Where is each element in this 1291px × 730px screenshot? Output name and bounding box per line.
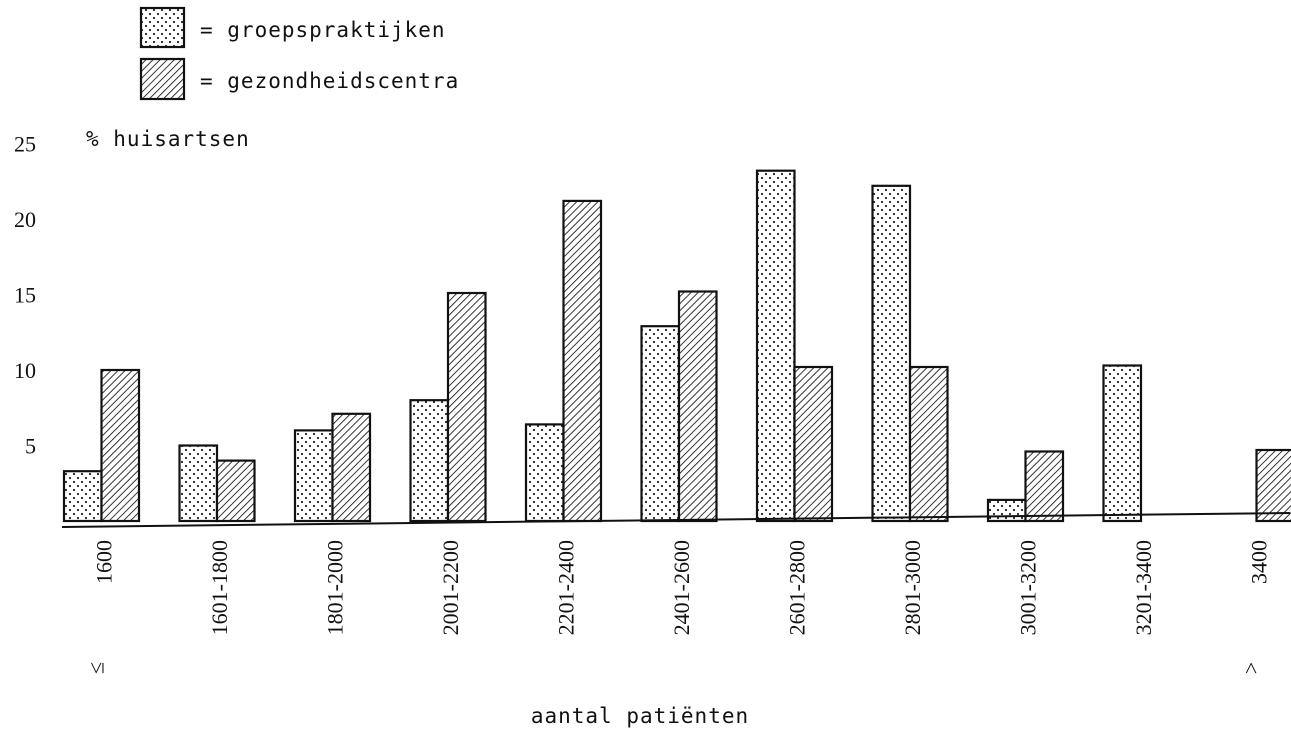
bar-groepspraktijken-2	[293, 429, 334, 523]
category-label: 2201-2400	[554, 540, 579, 635]
legend: = groepspraktijken = gezondheidscentra	[139, 6, 459, 101]
category-label: 3400	[1247, 540, 1272, 584]
bar-gezondheidscentra-6	[793, 365, 834, 523]
legend-swatch-dots	[139, 6, 186, 49]
category-prefix-symbol: ≤	[84, 662, 109, 674]
bar-gezondheidscentra-0	[100, 368, 141, 523]
bar-gezondheidscentra-7	[908, 365, 949, 523]
category-label-group: 2801-3000	[900, 540, 925, 635]
bar-groepspraktijken-5	[640, 325, 681, 523]
bar-groepspraktijken-0	[62, 470, 103, 523]
category-label-group: 2601-2800	[785, 540, 810, 635]
category-label: 2001-2200	[438, 540, 463, 635]
legend-label-groepspraktijken: = groepspraktijken	[200, 18, 446, 42]
bars	[62, 169, 1291, 523]
legend-item-gezondheidscentra: = gezondheidscentra	[139, 57, 459, 101]
bar-groepspraktijken-3	[409, 399, 450, 523]
category-label-group: 1600 ≤	[84, 540, 117, 674]
category-label: 1601-1800	[207, 540, 232, 635]
bar-gezondheidscentra-10	[1255, 448, 1291, 523]
category-label: 3201-3400	[1131, 540, 1156, 635]
category-label-group: 2001-2200	[438, 540, 463, 635]
category-label-group: 1601-1800	[207, 540, 232, 635]
category-label-group: 3201-3400	[1131, 540, 1156, 635]
category-label-group: 2401-2600	[669, 540, 694, 635]
y-tick-label: 10	[14, 358, 36, 383]
category-label-group: 3001-3200	[1016, 540, 1041, 635]
x-axis-title: aantal patiënten	[531, 704, 749, 728]
category-label: 2601-2800	[785, 540, 810, 635]
category-label: 3001-3200	[1016, 540, 1041, 635]
legend-label-gezondheidscentra: = gezondheidscentra	[200, 69, 459, 93]
x-axis-category-labels: 1600 ≤1601-1800 1801-2000 2001-2200 2201-240…	[84, 540, 1272, 674]
category-label-group: 2201-2400	[554, 540, 579, 635]
bar-groepspraktijken-1	[178, 444, 219, 523]
y-tick-label: 5	[25, 434, 36, 459]
y-axis-title: % huisartsen	[86, 127, 250, 151]
bar-gezondheidscentra-8	[1024, 450, 1065, 523]
category-label: 2801-3000	[900, 540, 925, 635]
bar-gezondheidscentra-5	[677, 290, 718, 523]
legend-swatch-hatch	[139, 57, 186, 101]
category-label: 2401-2600	[669, 540, 694, 635]
bar-groepspraktijken-7	[871, 184, 912, 523]
bar-groepspraktijken-6	[755, 169, 796, 523]
y-axis-ticks: 5 10 15 20 25	[14, 132, 36, 459]
category-prefix-symbol: >	[1239, 662, 1264, 674]
bar-groepspraktijken-8	[986, 498, 1027, 523]
bar-groepspraktijken-4	[524, 423, 565, 523]
bar-groepspraktijken-9	[1102, 364, 1143, 523]
legend-item-groepspraktijken: = groepspraktijken	[139, 6, 446, 49]
y-tick-label: 15	[14, 283, 36, 308]
y-tick-label: 25	[14, 132, 36, 157]
category-label: 1600	[92, 540, 117, 584]
category-label-group: 3400 >	[1239, 540, 1272, 674]
x-axis-line	[61, 512, 1291, 528]
bar-gezondheidscentra-3	[446, 291, 487, 523]
bar-gezondheidscentra-4	[562, 199, 603, 523]
category-label-group: 1801-2000	[323, 540, 348, 635]
bar-gezondheidscentra-2	[331, 412, 372, 523]
category-label: 1801-2000	[323, 540, 348, 635]
bar-gezondheidscentra-1	[215, 459, 256, 523]
y-tick-label: 20	[14, 207, 36, 232]
